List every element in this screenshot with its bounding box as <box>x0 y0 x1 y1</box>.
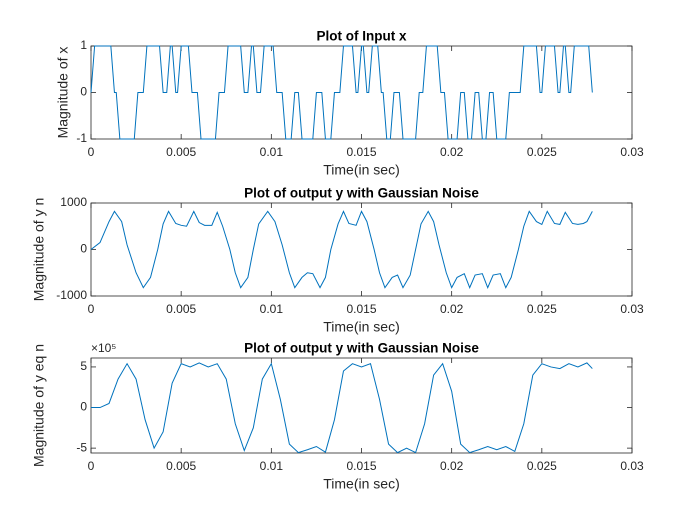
y-axis-label: Magnitude of x <box>55 47 71 139</box>
x-tick-label: 0.015 <box>346 459 376 473</box>
axes-title: Plot of Input x <box>317 29 407 44</box>
data-line <box>90 210 593 289</box>
x-axis-label: Time(in sec) <box>323 319 400 335</box>
x-axis-label: Time(in sec) <box>323 162 400 178</box>
x-tick-label: 0.015 <box>346 302 376 316</box>
x-tick-label: 0.03 <box>620 459 644 473</box>
x-tick-label: 0.005 <box>166 459 196 473</box>
y-axis-label: Magnitude of y n <box>31 198 47 302</box>
x-tick-label: 0.015 <box>346 145 376 159</box>
y-tick-label: -1000 <box>56 288 87 302</box>
y-tick-label: 0 <box>80 85 87 99</box>
x-tick-label: 0.025 <box>527 302 557 316</box>
x-tick-label: 0.005 <box>166 145 196 159</box>
x-tick-label: 0.02 <box>440 459 464 473</box>
data-line <box>90 45 593 140</box>
x-tick-label: 0.02 <box>440 302 464 316</box>
x-tick-label: 0.025 <box>527 459 557 473</box>
y-axis-label: Magnitude of y eq n <box>31 344 47 467</box>
x-tick-label: 0.03 <box>620 145 644 159</box>
x-tick-label: 0.025 <box>527 145 557 159</box>
y-tick-label: 5 <box>80 359 87 373</box>
y-tick-label: -5 <box>76 440 87 454</box>
axes-box <box>90 45 633 140</box>
data-line <box>91 362 593 454</box>
y-tick-label: 0 <box>80 400 87 414</box>
axes-title: Plot of output y with Gaussian Noise <box>244 341 479 356</box>
x-tick-label: 0.02 <box>440 145 464 159</box>
x-tick-label: 0 <box>88 459 95 473</box>
x-tick-label: 0.005 <box>166 302 196 316</box>
x-axis-label: Time(in sec) <box>323 476 400 492</box>
x-tick-label: 0 <box>88 302 95 316</box>
y-tick-label: -1 <box>76 131 87 145</box>
y-exponent: ×10⁵ <box>91 341 116 355</box>
x-tick-label: 0.01 <box>260 145 284 159</box>
axes-title: Plot of output y with Gaussian Noise <box>244 186 479 201</box>
y-tick-label: 1000 <box>60 195 87 209</box>
y-tick-label: 1 <box>80 38 87 52</box>
x-tick-label: 0.01 <box>260 302 284 316</box>
x-tick-label: 0 <box>88 145 95 159</box>
x-tick-label: 0.01 <box>260 459 284 473</box>
y-tick-label: 0 <box>80 242 87 256</box>
x-tick-label: 0.03 <box>620 302 644 316</box>
axes-box <box>90 357 633 454</box>
